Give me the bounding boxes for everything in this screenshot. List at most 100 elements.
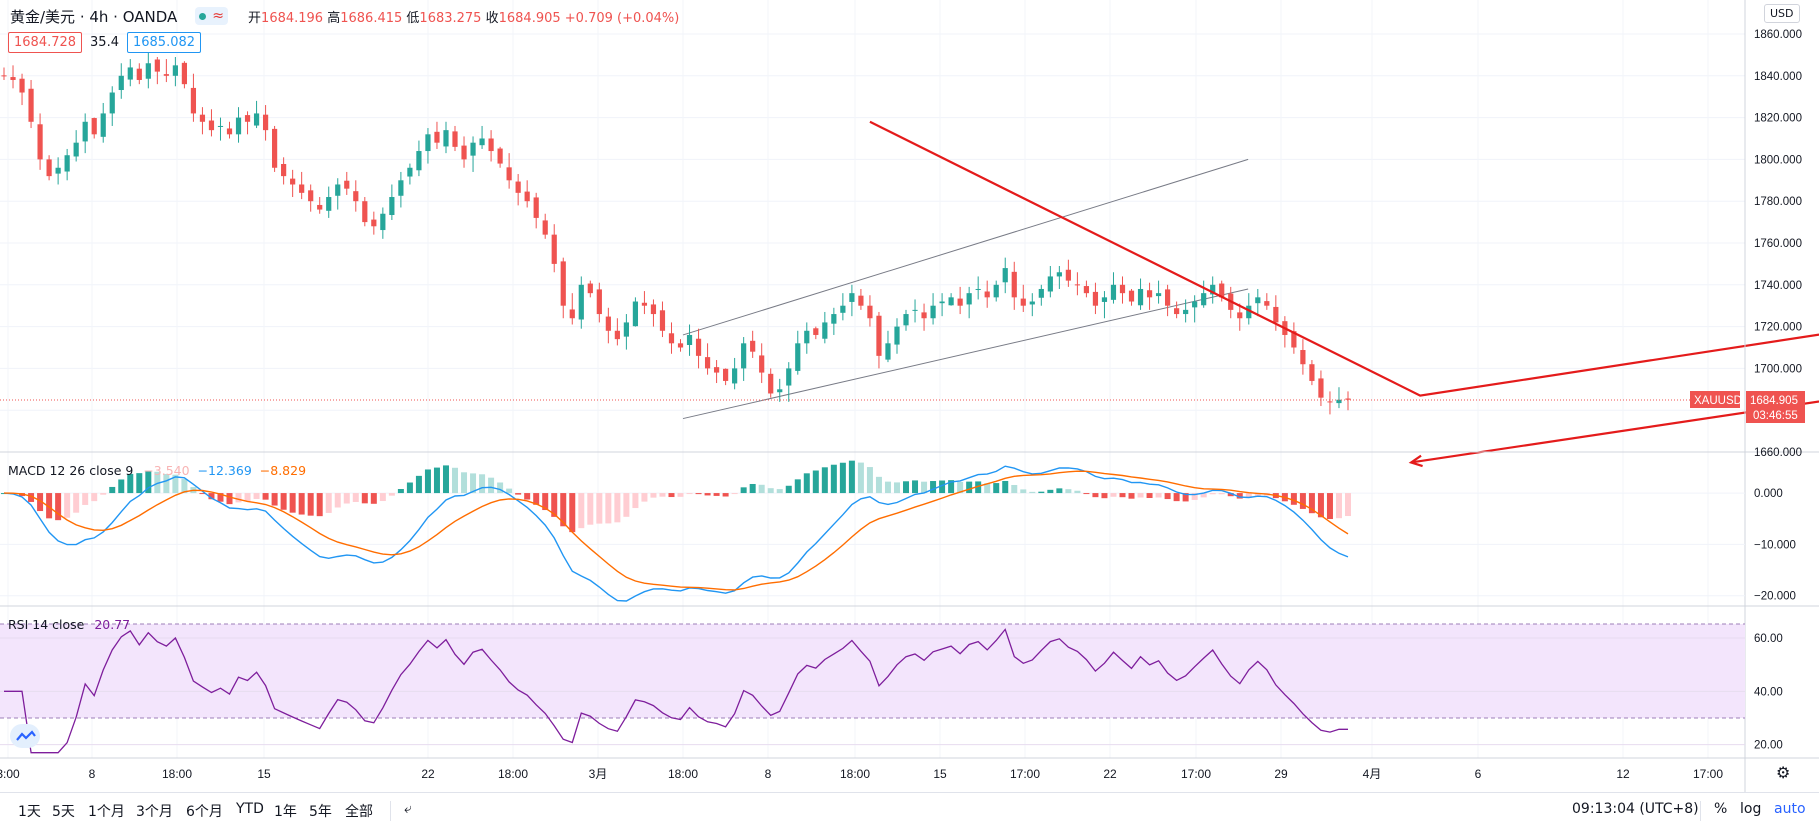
candle-body — [1137, 288, 1144, 306]
close-value: 1684.905 — [498, 10, 561, 26]
macd-histogram — [1, 460, 1351, 533]
candle-body — [849, 293, 855, 302]
candle-body — [1219, 283, 1225, 298]
price-pane[interactable] — [0, 0, 1745, 452]
macd-hist-bar — [848, 460, 855, 494]
open-value: 1684.196 — [261, 10, 324, 26]
time-tick: 3月 — [589, 767, 608, 781]
candle-body — [885, 343, 891, 360]
macd-hist-bar — [704, 493, 711, 496]
macd-hist-bar — [1200, 493, 1207, 498]
range-3m[interactable]: 3个月 — [136, 804, 173, 820]
candle-body — [1128, 290, 1135, 302]
bid-button[interactable]: 1684.728 — [8, 32, 83, 53]
candle-body — [335, 184, 341, 196]
macd-hist-bar — [650, 493, 657, 498]
macd-hist-bar — [794, 479, 801, 494]
trend-channel[interactable] — [682, 158, 1249, 420]
candle-body — [290, 178, 296, 185]
time-tick: 3:00 — [0, 767, 20, 781]
candle-body — [623, 322, 629, 337]
macd-hist-bar — [1335, 493, 1342, 519]
macd-hist-bar — [488, 477, 495, 494]
macd-hist-bar — [1254, 493, 1261, 496]
trend-arrows[interactable] — [869, 120, 1819, 468]
time-axis-labels[interactable]: 3:00 8 18:00 15 22 18:00 3月 18:00 8 18:00 15 17:00 2… — [0, 767, 1723, 781]
candle-body — [91, 118, 97, 135]
candle-body — [668, 333, 675, 344]
auto-toggle[interactable]: auto — [1774, 801, 1806, 817]
macd-hist-bar — [1236, 493, 1243, 499]
candle-body — [262, 114, 269, 131]
macd-hist-bar — [641, 493, 648, 502]
macd-hist-bar — [1128, 493, 1135, 499]
goto-date-icon[interactable]: ⤶ — [404, 801, 412, 817]
range-all[interactable]: 全部 — [345, 804, 373, 820]
market-status[interactable]: ≈ — [195, 7, 229, 25]
rsi-line — [4, 628, 1348, 754]
macd-hist-bar — [73, 493, 80, 513]
candle-body — [1345, 398, 1351, 400]
time-tick: 22 — [421, 767, 435, 781]
range-5y[interactable]: 5年 — [309, 804, 332, 820]
macd-hist-bar — [397, 489, 404, 494]
macd-hist-bar — [370, 493, 377, 504]
candle-body — [777, 389, 783, 393]
macd-hist-bar — [244, 493, 251, 502]
candle-body — [353, 191, 359, 202]
range-5d[interactable]: 5天 — [52, 804, 75, 820]
candle-body — [912, 309, 918, 311]
macd-hist-bar — [857, 462, 864, 494]
macd-hist-bar — [623, 493, 630, 517]
range-1d[interactable]: 1天 — [18, 804, 41, 820]
macd-hist-bar — [82, 493, 89, 505]
macd-legend[interactable]: MACD 12 26 close 9 −3.540 −12.369 −8.829 — [8, 463, 307, 478]
candle-body — [560, 261, 566, 306]
macd-hist-bar — [686, 493, 693, 495]
candle-body — [10, 77, 16, 80]
candle-body — [596, 289, 602, 315]
tradingview-logo-icon[interactable] — [10, 724, 40, 748]
candle-body — [1119, 284, 1126, 294]
candle-body — [804, 330, 810, 344]
candle-body — [741, 343, 747, 369]
range-ytd[interactable]: YTD — [236, 801, 264, 817]
time-tick: 6 — [1475, 767, 1482, 781]
candle-body — [614, 330, 620, 340]
currency-badge[interactable]: USD — [1764, 4, 1800, 23]
rsi-legend[interactable]: RSI 14 close 20.77 — [8, 617, 131, 632]
candle-body — [993, 284, 999, 298]
candle-body — [966, 293, 972, 305]
bottom-toolbar: 1天 5天 1个月 3个月 6个月 YTD 1年 5年 全部 ⤶ 09:13:0… — [0, 792, 1819, 830]
macd-tick: −10.000 — [1754, 539, 1796, 551]
candle-body — [398, 180, 404, 196]
symbol-title[interactable]: 黄金/美元 · 4h · OANDA — [10, 7, 178, 26]
macd-hist-bar — [1317, 493, 1324, 518]
range-1y[interactable]: 1年 — [274, 804, 297, 820]
ask-button[interactable]: 1685.082 — [126, 32, 202, 53]
toolbar-divider — [390, 801, 391, 821]
macd-hist-bar — [551, 493, 558, 517]
candle-body — [975, 288, 981, 290]
percent-toggle[interactable]: % — [1714, 801, 1728, 817]
range-1m[interactable]: 1个月 — [88, 804, 125, 820]
candle-body — [82, 121, 88, 142]
price-tick: 1820.000 — [1754, 113, 1802, 125]
time-tick: 18:00 — [840, 767, 870, 781]
symbol-header: 黄金/美元 · 4h · OANDA ≈ 开1684.196 高1686.415… — [10, 6, 679, 26]
candle-body — [831, 314, 837, 324]
candle-body — [190, 87, 197, 114]
candle-body — [1273, 306, 1279, 323]
candle-body — [19, 78, 25, 93]
candle-body — [1174, 308, 1180, 315]
log-toggle[interactable]: log — [1740, 801, 1762, 817]
candle-body — [308, 190, 314, 202]
macd-hist-bar — [740, 487, 747, 494]
price-tick: 1760.000 — [1754, 238, 1802, 250]
channel-lower — [682, 288, 1249, 420]
range-6m[interactable]: 6个月 — [186, 804, 223, 820]
settings-gear-icon[interactable]: ⚙ — [1776, 763, 1791, 782]
macd-hist-bar — [1209, 493, 1216, 495]
macd-hist-bar — [569, 493, 576, 533]
